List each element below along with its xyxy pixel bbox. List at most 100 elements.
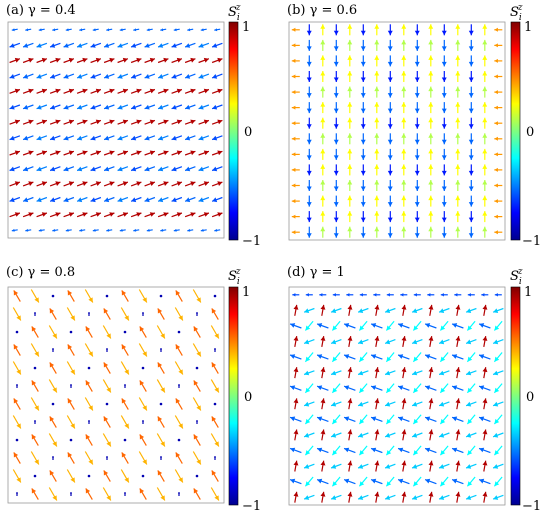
panel-d-arrow xyxy=(482,491,488,503)
panel-d-arrow xyxy=(347,429,353,441)
panel-d-arrow xyxy=(428,460,434,472)
panel-b-arrow xyxy=(333,39,339,51)
panel-c-colorbar-tick-top: 1 xyxy=(242,285,250,300)
panel-d-arrow xyxy=(357,307,369,313)
panel-b-arrow xyxy=(494,167,503,172)
panel-d-arrow xyxy=(454,293,462,297)
panel-c-arrow xyxy=(175,344,183,356)
panel-d-arrow xyxy=(455,335,461,348)
panel-b-arrow xyxy=(360,226,366,238)
panel-b-arrow xyxy=(320,71,326,82)
panel-c-arrow xyxy=(177,330,181,334)
panel-a-arrow xyxy=(36,104,48,110)
panel-d-arrow xyxy=(384,463,396,469)
panel-d-arrow xyxy=(374,429,380,441)
panel-c-arrow xyxy=(196,420,198,424)
panel-d-arrow xyxy=(451,447,464,454)
panel-a-arrow xyxy=(63,135,75,141)
panel-a-arrow xyxy=(184,196,196,203)
panel-c-arrow xyxy=(123,330,127,334)
panel-c-arrow xyxy=(192,289,202,303)
panel-d-arrow xyxy=(482,398,488,410)
panel-b-arrow xyxy=(428,55,434,67)
panel-b-arrow xyxy=(374,226,380,238)
panel-d-arrow xyxy=(455,429,461,441)
panel-d-arrow xyxy=(424,416,437,422)
panel-a-arrow xyxy=(198,181,210,187)
panel-a-arrow xyxy=(211,73,223,79)
panel-a-arrow xyxy=(49,42,61,48)
panel-d-arrow xyxy=(358,320,368,331)
panel-d-arrow xyxy=(482,429,488,441)
panel-a-arrow xyxy=(144,119,156,125)
panel-a-arrow xyxy=(200,28,207,32)
panel-a-arrow xyxy=(76,42,88,48)
panel-c-arrow xyxy=(31,434,39,446)
panel-d-arrow xyxy=(412,352,422,363)
panel-b-arrow xyxy=(468,102,474,114)
panel-b-arrow xyxy=(333,55,339,67)
panel-a-arrow xyxy=(22,73,34,79)
panel-a-arrow xyxy=(157,104,169,110)
panel-c-arrow xyxy=(12,469,22,483)
panel-a-arrow xyxy=(92,228,99,232)
panel-c-arrow xyxy=(156,325,166,339)
panel-b-arrow xyxy=(306,86,312,98)
panel-c-arrow xyxy=(214,348,216,352)
panel-d-arrow xyxy=(385,476,395,487)
panel-b-arrow xyxy=(347,86,353,98)
panel-a-arrow xyxy=(171,212,183,218)
panel-c-arrows xyxy=(12,289,220,501)
panel-c-arrow xyxy=(174,415,184,429)
panel-d-arrow xyxy=(465,432,477,438)
panel-b-arrow xyxy=(347,71,353,82)
panel-b-arrow xyxy=(401,133,407,145)
panel-d-frame xyxy=(288,286,506,506)
panel-d-arrow xyxy=(439,352,449,363)
panel-a-arrow xyxy=(211,119,223,125)
panel-a-arrow xyxy=(119,28,126,32)
panel-b-arrow xyxy=(306,102,312,114)
panel-b-arrow xyxy=(347,24,353,36)
panel-d-arrow xyxy=(438,463,450,469)
panel-a-arrow xyxy=(76,196,88,203)
panel-b-arrow xyxy=(401,39,407,51)
panel-c-arrow xyxy=(70,384,72,388)
panel-a-arrow xyxy=(63,88,75,94)
panel-a-arrow xyxy=(157,212,169,218)
panel-c-arrow xyxy=(52,456,54,460)
panel-c-arrow xyxy=(30,289,40,303)
panel-a-arrow xyxy=(92,28,99,32)
panel-c-arrow xyxy=(159,402,163,406)
panel-a-arrow xyxy=(184,88,196,94)
panel-b-arrow xyxy=(494,152,503,157)
panel-a-arrow xyxy=(79,228,86,232)
panel-a-arrow xyxy=(117,42,129,48)
panel-b-arrow xyxy=(428,24,434,36)
panel-b-arrow xyxy=(306,195,312,207)
panel-d-colorbar-tick-bottom: −1 xyxy=(522,499,541,513)
panel-a-arrow xyxy=(211,212,223,218)
panel-d-arrow xyxy=(384,370,396,376)
panel-b-arrow xyxy=(333,226,339,238)
panel-a-arrow xyxy=(103,119,115,125)
panel-d-arrow xyxy=(357,370,369,376)
panel-a-arrow xyxy=(130,104,142,110)
panel-c-arrow xyxy=(66,361,76,375)
panel-d-arrow xyxy=(305,293,313,297)
panel-d-arrow xyxy=(465,339,477,345)
panel-a-arrow xyxy=(198,119,210,125)
panel-c-arrow xyxy=(66,469,76,483)
panel-b-arrow xyxy=(333,117,339,129)
panel-b-arrow xyxy=(387,55,393,67)
panel-b-arrow xyxy=(494,90,503,95)
panel-c-arrow xyxy=(121,290,129,302)
panel-b-arrow xyxy=(468,86,474,98)
panel-b-arrow xyxy=(468,148,474,160)
panel-d-arrow xyxy=(478,323,491,329)
panel-d-arrow xyxy=(493,476,503,487)
panel-c-arrow xyxy=(103,362,111,374)
panel-b-arrow xyxy=(347,39,353,51)
panel-d-arrow xyxy=(289,385,302,391)
panel-a-arrow xyxy=(211,181,223,187)
